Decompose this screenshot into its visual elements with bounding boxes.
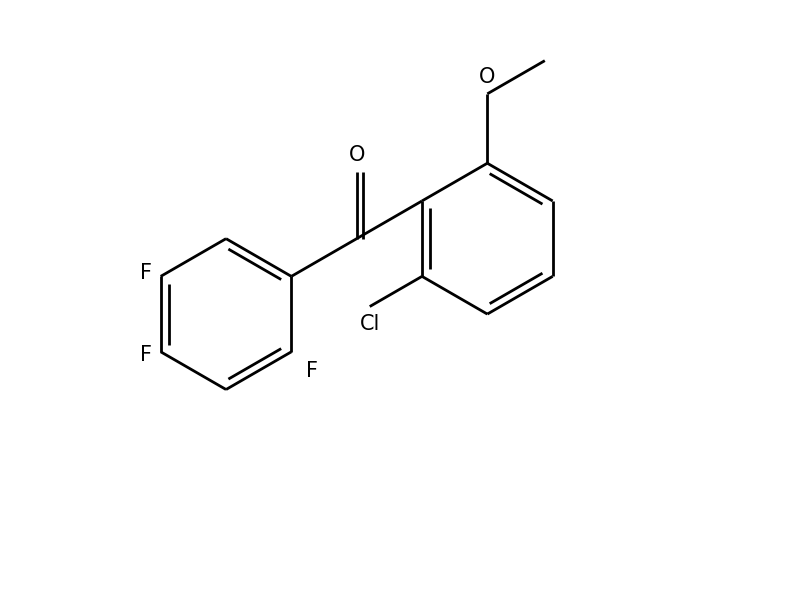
Text: Cl: Cl <box>359 314 380 334</box>
Text: F: F <box>140 263 152 283</box>
Text: F: F <box>140 345 152 365</box>
Text: O: O <box>348 145 365 165</box>
Text: O: O <box>480 66 495 87</box>
Text: F: F <box>307 361 318 381</box>
